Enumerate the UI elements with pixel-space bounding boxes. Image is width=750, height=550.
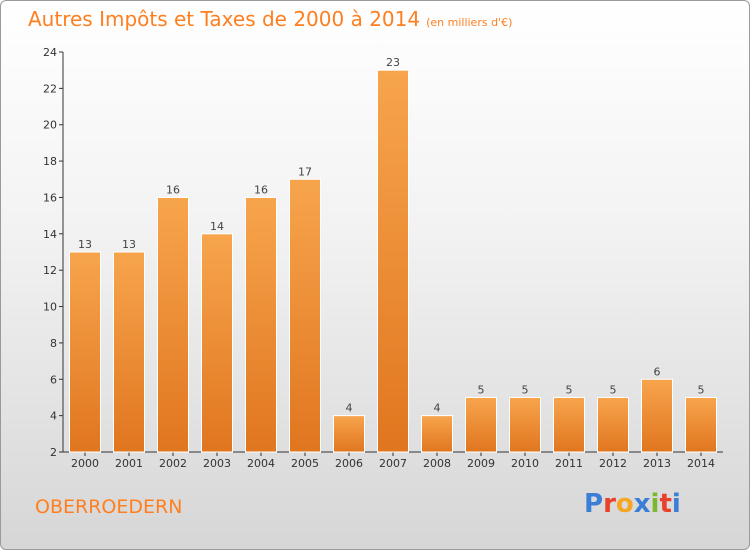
x-tick-label: 2008 [423, 457, 451, 470]
x-tick-label: 2000 [71, 457, 99, 470]
y-tick-label: 16 [43, 191, 57, 204]
y-tick-label: 4 [50, 410, 57, 423]
x-tick-label: 2004 [247, 457, 275, 470]
x-tick-label: 2001 [115, 457, 143, 470]
proxiti-logo: Proxiti [584, 489, 681, 519]
bar-value-label: 16 [166, 183, 180, 196]
bar-value-label: 13 [122, 238, 136, 251]
bar [333, 415, 365, 453]
logo-letter: i [671, 489, 681, 519]
x-tick-label: 2005 [291, 457, 319, 470]
bar [421, 415, 453, 453]
bar-value-label: 5 [610, 383, 617, 396]
chart-bars [69, 69, 717, 453]
bar-value-label: 6 [654, 365, 661, 378]
y-tick-label: 6 [50, 373, 57, 386]
bar-value-label: 23 [386, 56, 400, 69]
y-tick-label: 10 [43, 301, 57, 314]
bar-value-label: 5 [478, 383, 485, 396]
y-tick-label: 24 [43, 46, 57, 59]
x-tick-label: 2003 [203, 457, 231, 470]
bar-value-label: 5 [522, 383, 529, 396]
logo-letter: r [603, 489, 616, 519]
bar-value-label: 5 [566, 383, 573, 396]
bar [377, 69, 409, 453]
bar [69, 251, 101, 453]
y-tick-label: 22 [43, 82, 57, 95]
y-tick-label: 8 [50, 337, 57, 350]
x-tick-label: 2002 [159, 457, 187, 470]
bar-value-label: 17 [298, 165, 312, 178]
logo-letter: x [633, 489, 651, 519]
logo-letter: i [650, 489, 660, 519]
x-tick-label: 2007 [379, 457, 407, 470]
logo-letter: P [584, 489, 604, 519]
bar-value-label: 4 [346, 402, 353, 415]
bar [465, 396, 497, 453]
bar [157, 196, 189, 453]
y-tick-label: 2 [50, 446, 57, 459]
chart-title-text: Autres Impôts et Taxes de 2000 à 2014 [28, 7, 421, 31]
bar [641, 378, 673, 453]
y-tick-label: 18 [43, 155, 57, 168]
bar-value-label: 5 [698, 383, 705, 396]
bar [113, 251, 145, 453]
x-tick-label: 2012 [599, 457, 627, 470]
bar [509, 396, 541, 453]
x-tick-label: 2014 [687, 457, 715, 470]
bar-value-label: 13 [78, 238, 92, 251]
bar [597, 396, 629, 453]
x-tick-label: 2010 [511, 457, 539, 470]
x-tick-label: 2013 [643, 457, 671, 470]
logo-letter: t [659, 489, 672, 519]
bar [685, 396, 717, 453]
bar [201, 233, 233, 453]
y-tick-label: 14 [43, 228, 57, 241]
commune-name: OBERROEDERN [35, 496, 183, 518]
logo-letter: o [615, 489, 634, 519]
chart-title: Autres Impôts et Taxes de 2000 à 2014 (en… [28, 7, 512, 31]
bar-value-label: 14 [210, 220, 224, 233]
x-tick-label: 2009 [467, 457, 495, 470]
bar [553, 396, 585, 453]
bar-value-label: 4 [434, 402, 441, 415]
bar [245, 196, 277, 453]
y-tick-label: 12 [43, 264, 57, 277]
y-tick-label: 20 [43, 119, 57, 132]
x-tick-label: 2011 [555, 457, 583, 470]
x-tick-label: 2006 [335, 457, 363, 470]
bar-value-label: 16 [254, 183, 268, 196]
bar [289, 178, 321, 453]
chart-labels: 2000 13 2001 13 2002 16 2003 14 2004 16 2005 17 2006… [71, 56, 715, 470]
chart-subtitle: (en milliers d'€) [426, 16, 513, 29]
